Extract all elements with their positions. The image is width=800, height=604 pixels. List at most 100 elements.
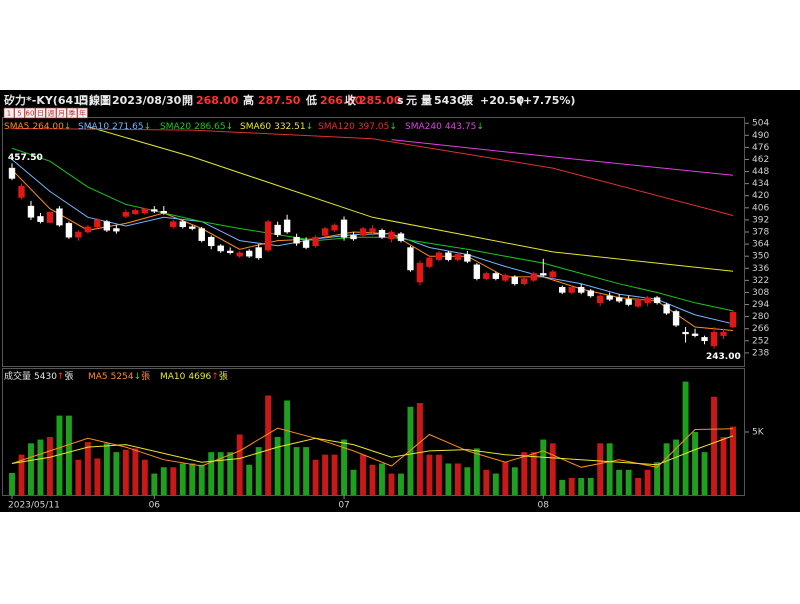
- volume-bar: [701, 452, 708, 495]
- volume-bar: [578, 477, 585, 495]
- period-label[interactable]: 1: [7, 110, 11, 118]
- period-label[interactable]: 月: [58, 110, 65, 118]
- low: 266.50: [320, 94, 363, 107]
- candle-body: [321, 228, 329, 236]
- volume-bar: [56, 415, 63, 495]
- candle-body: [369, 228, 376, 233]
- volume-bar: [369, 464, 376, 495]
- volume-bar: [379, 463, 385, 495]
- volume-bar: [208, 452, 215, 495]
- volume-bar: [730, 426, 736, 495]
- candle-body: [378, 230, 386, 238]
- change-pct: (+7.75%): [518, 94, 575, 107]
- candle-body: [578, 287, 585, 293]
- candle-body: [701, 337, 708, 342]
- candle-body: [606, 295, 613, 300]
- volume-unit: 張: [64, 371, 73, 382]
- volume-bar: [398, 473, 404, 495]
- period-label[interactable]: 日: [37, 110, 44, 118]
- legend-arrow: ↓: [389, 122, 397, 132]
- legend-entry: SMA5 264.00↓: [4, 122, 71, 132]
- period-button[interactable]: [14, 107, 25, 119]
- volume-bar: [350, 469, 357, 495]
- period-button[interactable]: [24, 107, 36, 119]
- candle-body: [132, 210, 139, 215]
- candle-body: [388, 231, 395, 240]
- candle-body: [492, 273, 500, 279]
- volume-title: 成交量: [4, 370, 31, 382]
- candle-body: [170, 221, 177, 228]
- price-annotation: 243.00: [706, 352, 741, 362]
- volume-bar: [597, 443, 604, 495]
- period-label[interactable]: 週: [48, 109, 55, 118]
- candle-body: [615, 297, 623, 302]
- candle-body: [189, 226, 196, 229]
- price-panel-frame: [2, 117, 745, 367]
- x-tick-label: 07: [338, 501, 349, 511]
- volume-bar: [426, 454, 433, 495]
- candle-body: [359, 228, 367, 236]
- legend-arrow: ↓: [226, 122, 234, 132]
- candle-body: [729, 312, 737, 328]
- change: +20.50: [480, 94, 524, 107]
- volume-bar: [416, 403, 423, 495]
- candle-body: [331, 224, 338, 231]
- volume-bar: [113, 452, 120, 495]
- currency: 元: [406, 94, 417, 107]
- volume-bar: [331, 454, 338, 495]
- period-button[interactable]: [66, 107, 78, 119]
- volume-bar: [711, 396, 717, 495]
- candle-body: [407, 247, 414, 271]
- legend-arrow: ↓: [64, 122, 72, 132]
- legend-value: 332.51: [274, 122, 306, 132]
- candle-body: [596, 295, 604, 304]
- y-tick-label: 294: [752, 300, 769, 310]
- candle-body: [521, 278, 528, 285]
- volume-bar: [502, 462, 509, 495]
- volume-tick-label: 5K: [752, 428, 765, 438]
- volume-bar: [663, 443, 670, 495]
- candle-body: [264, 221, 272, 251]
- candle-body: [75, 231, 82, 238]
- close: 285.00: [359, 94, 402, 107]
- volume-bar: [454, 463, 461, 495]
- volume-bar: [587, 477, 594, 495]
- period-label[interactable]: 5: [17, 110, 21, 118]
- candle-body: [672, 311, 680, 326]
- volume-bar: [217, 452, 224, 495]
- candle-body: [445, 252, 452, 260]
- volume-bar: [151, 473, 158, 495]
- candle-body: [663, 304, 670, 314]
- volume-bar: [464, 467, 471, 495]
- legend-value: 443.75: [445, 122, 477, 132]
- volume-bar: [284, 400, 291, 495]
- period-button[interactable]: [45, 107, 57, 119]
- period-button[interactable]: [35, 107, 46, 119]
- candle-body: [653, 297, 661, 304]
- candle-body: [179, 221, 186, 228]
- volume-bar: [511, 467, 518, 495]
- candle-body: [540, 273, 547, 276]
- volume-bar: [255, 447, 262, 495]
- volume-bar: [94, 458, 101, 495]
- period-button[interactable]: [56, 107, 67, 119]
- period-button[interactable]: [77, 107, 88, 119]
- y-tick-label: 336: [752, 264, 769, 274]
- volume-bar: [160, 467, 167, 495]
- y-tick-label: 322: [752, 276, 769, 286]
- volume-value: 5430: [34, 372, 57, 382]
- legend-unit: 張: [219, 371, 228, 382]
- volume-bar: [179, 463, 186, 495]
- candle-body: [559, 287, 566, 293]
- volume-bar: [198, 464, 205, 495]
- y-tick-label: 406: [752, 203, 769, 213]
- candle-body: [502, 274, 509, 281]
- period-label[interactable]: 60: [26, 110, 35, 118]
- volume-bar: [360, 454, 366, 495]
- period-label[interactable]: 季: [69, 109, 76, 118]
- period-label[interactable]: 年: [79, 109, 86, 118]
- volume-bar: [246, 464, 253, 495]
- period-button[interactable]: [3, 107, 15, 119]
- candle-body: [65, 223, 73, 238]
